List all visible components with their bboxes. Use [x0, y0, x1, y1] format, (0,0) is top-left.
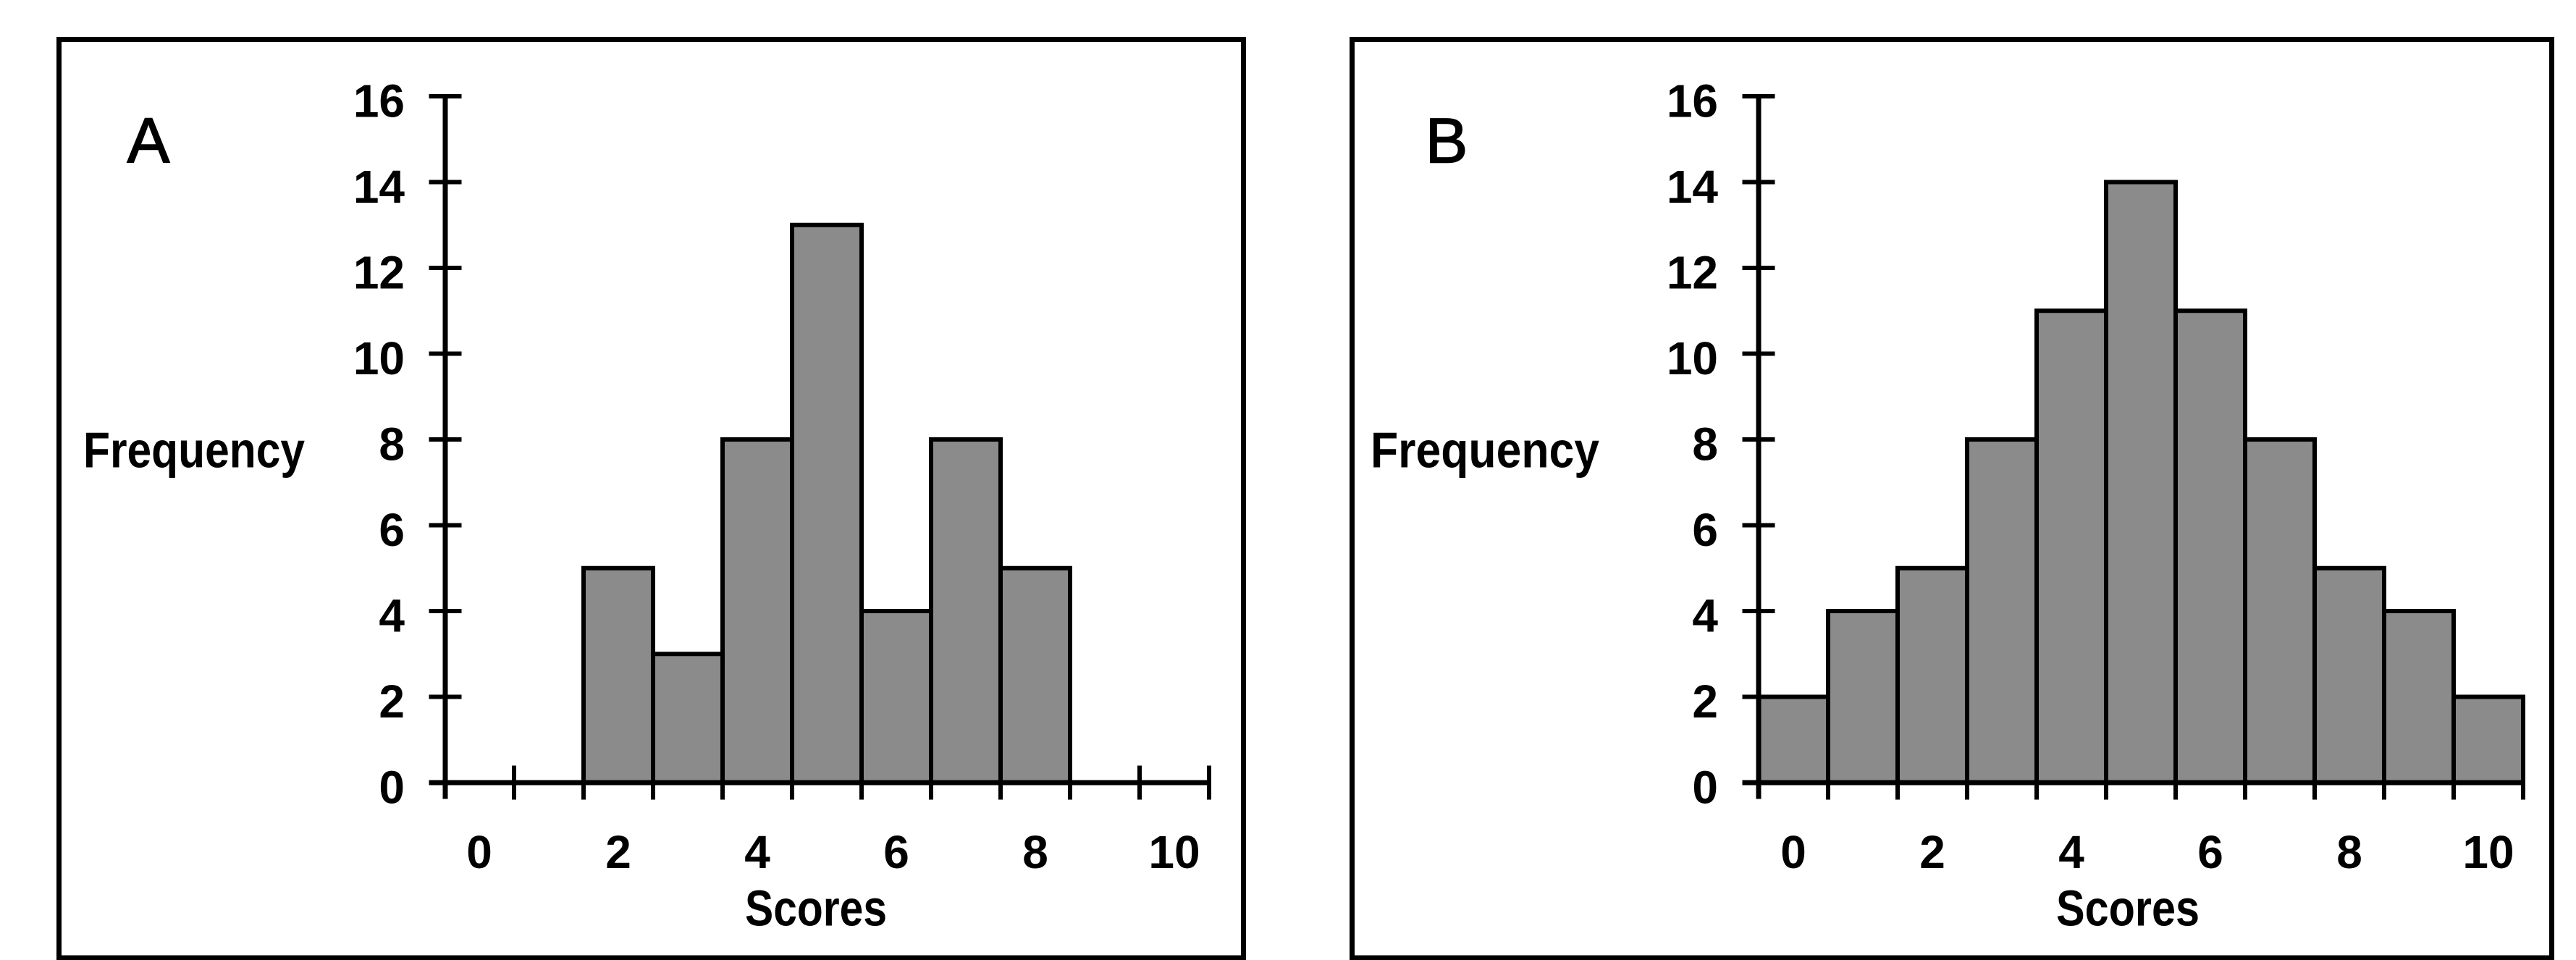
svg-text:10: 10	[1148, 826, 1200, 878]
svg-text:Scores: Scores	[2056, 880, 2200, 937]
svg-text:4: 4	[2058, 826, 2084, 878]
svg-text:2: 2	[379, 675, 405, 728]
svg-text:0: 0	[466, 826, 492, 878]
svg-text:A: A	[127, 105, 170, 177]
svg-text:8: 8	[1022, 826, 1048, 878]
svg-text:12: 12	[353, 246, 405, 298]
svg-text:0: 0	[1692, 761, 1718, 813]
svg-text:0: 0	[1780, 826, 1806, 878]
svg-text:10: 10	[1667, 332, 1718, 384]
svg-text:10: 10	[353, 332, 405, 384]
svg-text:6: 6	[2197, 826, 2223, 878]
svg-text:4: 4	[744, 826, 770, 878]
svg-text:14: 14	[353, 161, 405, 213]
svg-text:10: 10	[2462, 826, 2514, 878]
svg-text:8: 8	[2336, 826, 2362, 878]
svg-text:8: 8	[1692, 418, 1718, 470]
svg-text:2: 2	[605, 826, 631, 878]
svg-text:0: 0	[379, 761, 405, 813]
svg-text:2: 2	[1692, 675, 1718, 728]
svg-text:6: 6	[883, 826, 909, 878]
svg-text:8: 8	[379, 418, 405, 470]
svg-text:14: 14	[1667, 161, 1719, 213]
svg-text:4: 4	[1692, 589, 1718, 641]
svg-text:6: 6	[1692, 504, 1718, 556]
svg-text:4: 4	[379, 589, 405, 641]
svg-text:16: 16	[353, 75, 405, 127]
svg-text:2: 2	[1919, 826, 1945, 878]
svg-text:12: 12	[1667, 246, 1718, 298]
svg-text:6: 6	[379, 504, 405, 556]
svg-text:Scores: Scores	[745, 880, 887, 937]
svg-text:B: B	[1426, 105, 1468, 177]
svg-text:Frequency: Frequency	[1371, 422, 1599, 479]
svg-text:Frequency: Frequency	[83, 422, 305, 479]
svg-text:16: 16	[1667, 75, 1718, 127]
